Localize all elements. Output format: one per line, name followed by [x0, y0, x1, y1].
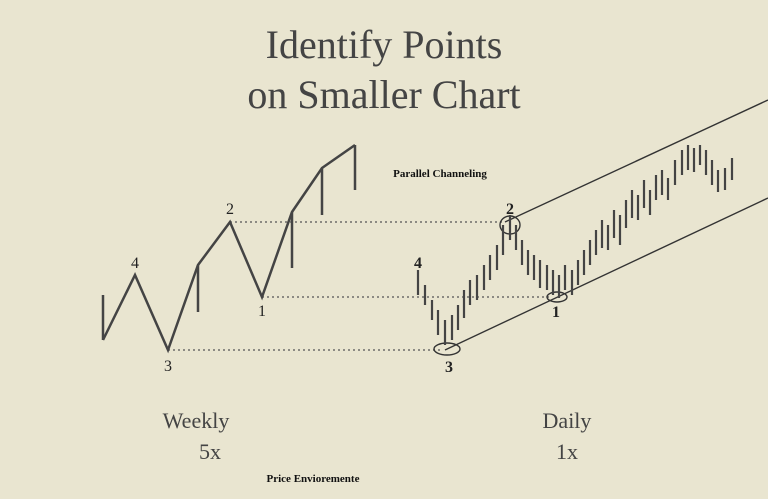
title-line2: on Smaller Chart [247, 72, 520, 117]
channel-label: Parallel Channeling [393, 168, 487, 180]
daily-scale: 1x [556, 439, 578, 464]
daily-point-3: 3 [445, 359, 453, 376]
daily-label: Daily [543, 408, 592, 433]
dashed-guides [168, 221, 552, 351]
weekly-point-4: 4 [131, 255, 139, 272]
footer: Price Envioremente [267, 473, 360, 485]
daily-bars [416, 145, 734, 345]
weekly-point-2: 2 [226, 201, 234, 218]
title-line1: Identify Points [266, 22, 503, 67]
daily-point-4: 4 [414, 255, 422, 272]
weekly-chart [101, 143, 357, 354]
weekly-point-1: 1 [258, 303, 266, 320]
daily-point-2: 2 [506, 201, 514, 218]
weekly-scale: 5x [199, 439, 221, 464]
weekly-label: Weekly [163, 408, 230, 433]
daily-point-1: 1 [552, 304, 560, 321]
weekly-point-3: 3 [164, 358, 172, 375]
